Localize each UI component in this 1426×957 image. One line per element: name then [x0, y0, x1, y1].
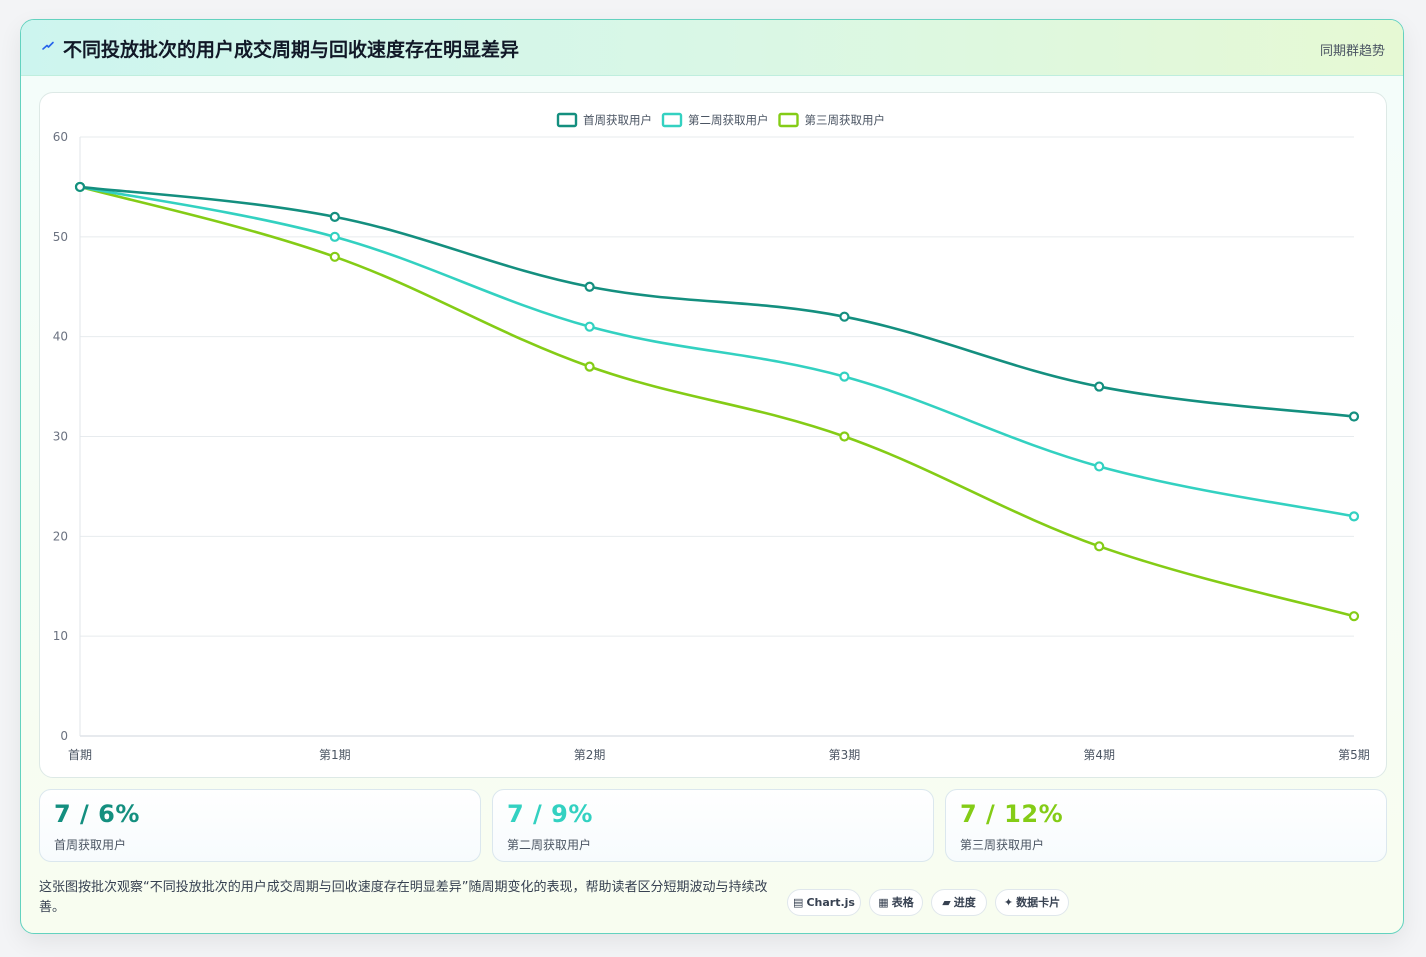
data-point — [1348, 511, 1360, 522]
data-point — [1094, 381, 1105, 392]
series-line — [78, 185, 1356, 418]
data-point — [839, 371, 850, 382]
lightning-icon — [42, 41, 54, 50]
stat-label: 第二周获取用户 — [507, 838, 592, 852]
chart-icon: ▤ — [793, 896, 804, 909]
chart-description: 这张图按批次观察“不同投放批次的用户成交周期与回收速度存在明显差异”随周期变化的… — [39, 880, 768, 915]
data-point — [1094, 541, 1105, 552]
data-point — [1348, 411, 1360, 422]
series-line — [78, 185, 1356, 618]
stat-label: 第三周获取用户 — [960, 838, 1045, 852]
y-tick-label: 10 — [53, 629, 68, 643]
progress-icon: ▰ — [942, 896, 951, 909]
y-tick-label: 40 — [53, 330, 68, 344]
header-tag[interactable]: 同期群趋势 — [1319, 44, 1385, 59]
legend-label: 第三周获取用户 — [805, 113, 886, 127]
data-point — [839, 431, 850, 442]
data-point — [839, 311, 850, 322]
stat-value: 7 / 9% — [507, 800, 593, 828]
data-point — [1348, 611, 1360, 622]
page-title: 不同投放批次的用户成交周期与回收速度存在明显差异 — [63, 39, 520, 61]
x-tick-label: 首期 — [68, 748, 92, 762]
data-point — [74, 181, 86, 193]
pill-label: 进度 — [953, 896, 976, 909]
pill-data-cards[interactable]: ✦ 数据卡片 — [995, 889, 1069, 916]
dashboard-card: 不同投放批次的用户成交周期与回收速度存在明显差异 同期群趋势 0 10 20 30 40… — [20, 19, 1404, 934]
y-tick-label: 60 — [53, 130, 68, 144]
stat-label: 首周获取用户 — [54, 838, 127, 852]
x-tick-label: 第5期 — [1338, 748, 1370, 762]
line-chart: 0 10 20 30 40 50 60 首期 第1期 第2期 第3期 第4期 第5期 首周获取用户 第二周获… — [53, 112, 1370, 762]
chart-panel: 0 10 20 30 40 50 60 首期 第1期 第2期 第3期 第4期 第5期 首周获取用户 第二周获… — [39, 92, 1387, 778]
stat-value: 7 / 6% — [54, 800, 140, 828]
pill-chartjs[interactable]: ▤ Chart.js — [787, 889, 861, 916]
x-tick-label: 第4期 — [1083, 748, 1115, 762]
stat-card-first-week: 7 / 6% 首周获取用户 — [39, 789, 481, 862]
y-tick-label: 20 — [53, 529, 68, 543]
pill-label: 数据卡片 — [1016, 896, 1061, 909]
legend-swatch — [556, 112, 578, 128]
stat-card-third-week: 7 / 12% 第三周获取用户 — [945, 789, 1387, 862]
x-tick-label: 第3期 — [829, 748, 861, 762]
y-tick-label: 50 — [53, 230, 68, 244]
data-point — [329, 251, 340, 262]
data-point — [329, 211, 340, 222]
data-point — [584, 361, 595, 372]
series-line — [78, 185, 1356, 518]
legend-label: 第二周获取用户 — [688, 113, 769, 127]
data-point — [584, 281, 595, 292]
y-tick-label: 30 — [53, 430, 68, 444]
sparkle-icon: ✦ — [1003, 896, 1014, 909]
pill-table[interactable]: ▦ 表格 — [869, 889, 923, 916]
stat-value: 7 / 12% — [960, 800, 1064, 828]
table-icon: ▦ — [878, 896, 889, 909]
x-tick-label: 第1期 — [319, 748, 351, 762]
card-header: 不同投放批次的用户成交周期与回收速度存在明显差异 同期群趋势 — [21, 20, 1403, 76]
x-tick-label: 第2期 — [574, 748, 606, 762]
stat-card-second-week: 7 / 9% 第二周获取用户 — [492, 789, 934, 862]
data-point — [329, 231, 340, 242]
data-point — [584, 321, 595, 332]
legend-swatch — [778, 112, 799, 128]
pill-label: Chart.js — [806, 896, 855, 909]
pill-label: 表格 — [891, 896, 914, 909]
legend-swatch — [661, 112, 683, 128]
y-tick-label: 0 — [60, 729, 68, 743]
data-point — [1094, 461, 1105, 472]
pill-progress[interactable]: ▰ 进度 — [931, 889, 987, 916]
legend-label: 首周获取用户 — [583, 113, 652, 127]
